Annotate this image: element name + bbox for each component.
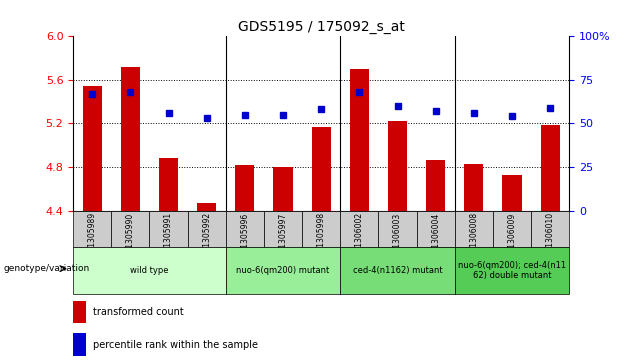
Bar bbox=[388, 121, 407, 211]
Bar bbox=[73, 301, 85, 323]
Bar bbox=[541, 125, 560, 211]
Bar bbox=[149, 211, 188, 247]
Text: GSM1305992: GSM1305992 bbox=[202, 212, 211, 264]
Text: GSM1306003: GSM1306003 bbox=[393, 212, 402, 264]
Bar bbox=[312, 127, 331, 211]
Bar bbox=[121, 67, 140, 211]
Bar bbox=[73, 333, 85, 356]
Bar bbox=[226, 211, 264, 247]
Bar bbox=[455, 211, 493, 247]
Bar bbox=[455, 247, 569, 294]
Bar bbox=[426, 160, 445, 211]
Bar bbox=[531, 211, 569, 247]
Text: transformed count: transformed count bbox=[93, 307, 184, 317]
Bar bbox=[83, 86, 102, 211]
Bar bbox=[159, 158, 178, 211]
Title: GDS5195 / 175092_s_at: GDS5195 / 175092_s_at bbox=[238, 20, 404, 34]
Bar bbox=[235, 165, 254, 211]
Text: GSM1306004: GSM1306004 bbox=[431, 212, 440, 264]
Text: GSM1306002: GSM1306002 bbox=[355, 212, 364, 264]
Bar bbox=[340, 247, 455, 294]
Bar bbox=[226, 247, 340, 294]
Bar bbox=[464, 164, 483, 211]
Bar bbox=[197, 203, 216, 211]
Text: nuo-6(qm200); ced-4(n11
62) double mutant: nuo-6(qm200); ced-4(n11 62) double mutan… bbox=[458, 261, 566, 280]
Bar bbox=[417, 211, 455, 247]
Text: nuo-6(qm200) mutant: nuo-6(qm200) mutant bbox=[237, 266, 329, 275]
Bar bbox=[502, 175, 522, 211]
Bar bbox=[73, 247, 226, 294]
Text: percentile rank within the sample: percentile rank within the sample bbox=[93, 340, 258, 350]
Text: GSM1305991: GSM1305991 bbox=[164, 212, 173, 264]
Text: GSM1306008: GSM1306008 bbox=[469, 212, 478, 264]
Text: GSM1305998: GSM1305998 bbox=[317, 212, 326, 264]
Bar bbox=[188, 211, 226, 247]
Bar bbox=[493, 211, 531, 247]
Bar bbox=[378, 211, 417, 247]
Bar bbox=[111, 211, 149, 247]
Text: GSM1306009: GSM1306009 bbox=[508, 212, 516, 264]
Text: wild type: wild type bbox=[130, 266, 169, 275]
Bar bbox=[273, 167, 293, 211]
Text: genotype/variation: genotype/variation bbox=[3, 264, 90, 273]
Text: GSM1305990: GSM1305990 bbox=[126, 212, 135, 264]
Bar bbox=[264, 211, 302, 247]
Bar bbox=[340, 211, 378, 247]
Text: GSM1305997: GSM1305997 bbox=[279, 212, 287, 264]
Bar bbox=[73, 211, 111, 247]
Text: GSM1306010: GSM1306010 bbox=[546, 212, 555, 264]
Bar bbox=[302, 211, 340, 247]
Text: GSM1305989: GSM1305989 bbox=[88, 212, 97, 264]
Text: GSM1305996: GSM1305996 bbox=[240, 212, 249, 264]
Text: ced-4(n1162) mutant: ced-4(n1162) mutant bbox=[353, 266, 442, 275]
Bar bbox=[350, 69, 369, 211]
